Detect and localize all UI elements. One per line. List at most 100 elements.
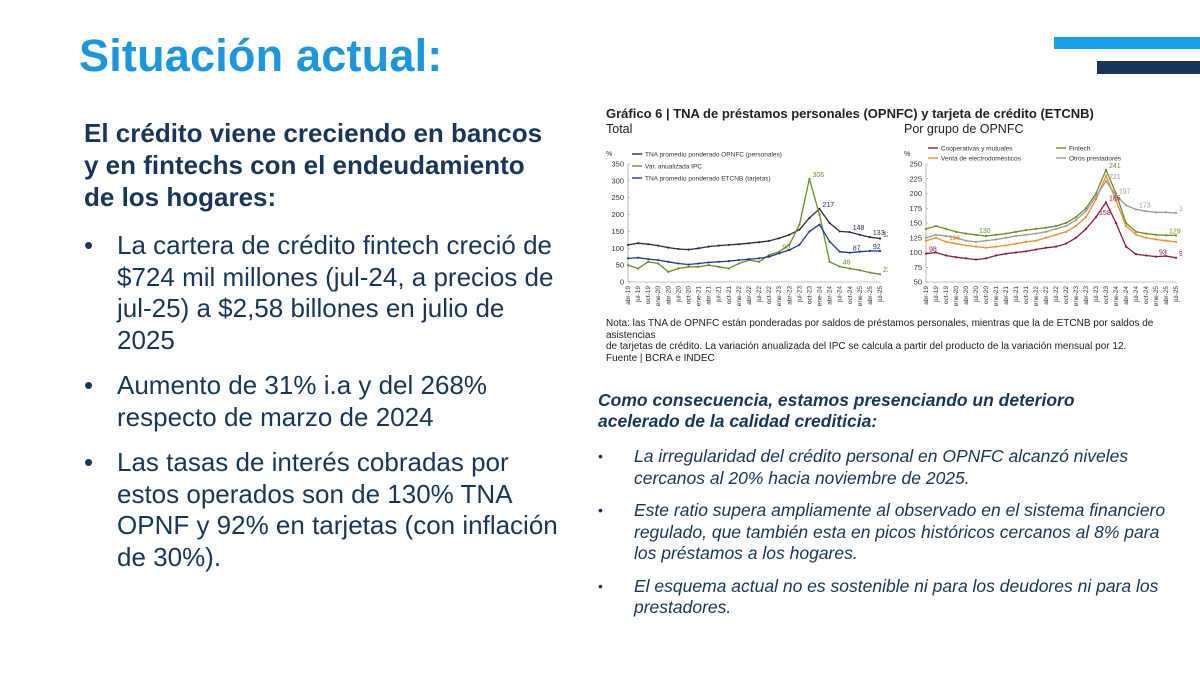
data-point — [868, 271, 872, 274]
consequence-bullet-item: • La irregularidad del crédito personal e… — [598, 446, 1168, 489]
x-tick-label: jul-20 — [675, 286, 682, 303]
x-tick-label: oct-23 — [806, 286, 813, 304]
data-point — [848, 231, 851, 234]
x-tick-label: ene-24 — [1113, 286, 1120, 307]
data-point — [677, 262, 680, 265]
data-point — [1044, 236, 1048, 239]
data-point — [964, 232, 968, 235]
data-point — [798, 243, 801, 247]
data-point — [1074, 236, 1078, 239]
consequence-bullet-text: Este ratio supera ampliamente al observa… — [634, 500, 1166, 563]
data-point — [788, 248, 791, 252]
series-line — [627, 207, 881, 251]
x-tick-label: ene-20 — [953, 286, 960, 307]
data-point — [1134, 230, 1138, 233]
data-point — [1034, 248, 1038, 251]
x-tick-label: abr-25 — [867, 286, 874, 305]
data-point — [667, 270, 670, 273]
data-point — [677, 267, 680, 270]
x-tick-label: ene-25 — [857, 286, 864, 307]
data-label: 185 — [1109, 195, 1121, 202]
x-tick-label: oct-23 — [1103, 286, 1110, 304]
data-point — [747, 242, 751, 245]
figure-subtitle-right: Por grupo de OPNFC — [904, 122, 1024, 136]
main-bullet-item: • Las tasas de interés cobradas por estos… — [84, 447, 559, 573]
data-point — [788, 233, 791, 236]
data-point — [848, 267, 851, 270]
data-point — [1004, 232, 1008, 235]
series-line — [925, 201, 1177, 261]
data-point — [717, 260, 720, 263]
main-bullet-list: • La cartera de crédito fintech creció de… — [84, 230, 559, 587]
data-point — [994, 238, 998, 241]
y-tick-label: 0 — [620, 278, 624, 287]
data-point — [687, 265, 690, 268]
data-point — [1154, 255, 1158, 258]
data-label: 197 — [1119, 188, 1131, 195]
data-label: 129 — [1169, 228, 1181, 235]
data-label: 90 — [782, 245, 790, 252]
legend-label: Cooperativas y mutuales — [941, 146, 1013, 153]
data-point — [934, 224, 938, 228]
main-bullet-item: • La cartera de crédito fintech creció de… — [84, 230, 559, 356]
data-point — [1084, 210, 1088, 213]
x-tick-label: oct-24 — [847, 286, 854, 304]
data-point — [954, 230, 958, 233]
data-point — [934, 233, 938, 236]
data-point — [1074, 218, 1078, 222]
x-tick-label: abr-19 — [625, 286, 632, 305]
data-point — [1144, 236, 1148, 239]
data-point — [1074, 216, 1078, 219]
data-point — [944, 254, 948, 257]
data-point — [1124, 224, 1128, 228]
series-line — [627, 223, 880, 266]
data-point — [1134, 208, 1138, 211]
y-tick-label: 250 — [611, 193, 624, 202]
data-point — [1124, 245, 1128, 248]
x-tick-label: jul-24 — [1133, 286, 1140, 303]
data-point — [757, 260, 761, 263]
data-point — [878, 273, 882, 276]
data-point — [778, 237, 781, 240]
data-point — [687, 248, 690, 251]
data-point — [828, 260, 831, 263]
data-point — [697, 262, 700, 265]
data-point — [626, 264, 630, 267]
bullet-marker: • — [598, 448, 603, 464]
data-point — [647, 257, 650, 261]
x-tick-label: ene-22 — [736, 286, 743, 307]
main-bullet-text: La cartera de crédito fintech creció de … — [117, 230, 554, 355]
data-point — [1154, 233, 1158, 236]
data-point — [1054, 224, 1058, 228]
data-point — [964, 239, 968, 242]
x-tick-label: abr-24 — [1123, 286, 1130, 305]
data-point — [626, 243, 630, 247]
data-point — [1104, 168, 1108, 171]
data-point — [1024, 228, 1028, 232]
data-point — [1064, 221, 1068, 225]
data-point — [757, 241, 761, 244]
y-tick-label: 150 — [611, 227, 624, 236]
data-point — [848, 251, 851, 254]
x-tick-label: abr-23 — [1083, 286, 1090, 305]
data-point — [1044, 226, 1048, 229]
x-tick-label: jul-23 — [1093, 286, 1100, 303]
x-tick-label: abr-23 — [786, 286, 793, 305]
data-point — [994, 245, 998, 248]
data-point — [954, 256, 958, 259]
data-point — [707, 245, 710, 248]
data-point — [1164, 254, 1168, 258]
x-tick-label: abr-19 — [923, 286, 930, 305]
x-tick-label: oct-19 — [943, 286, 950, 304]
data-point — [1114, 199, 1118, 202]
data-point — [1044, 230, 1048, 233]
series-line — [925, 179, 1177, 243]
data-point — [626, 257, 630, 260]
data-point — [1014, 242, 1018, 245]
x-tick-label: jul-21 — [716, 286, 723, 303]
data-label: 167 — [1179, 206, 1182, 213]
bullet-marker: • — [598, 577, 603, 594]
y-tick-label: 100 — [611, 244, 624, 253]
data-point — [768, 255, 771, 258]
data-point — [707, 264, 710, 267]
